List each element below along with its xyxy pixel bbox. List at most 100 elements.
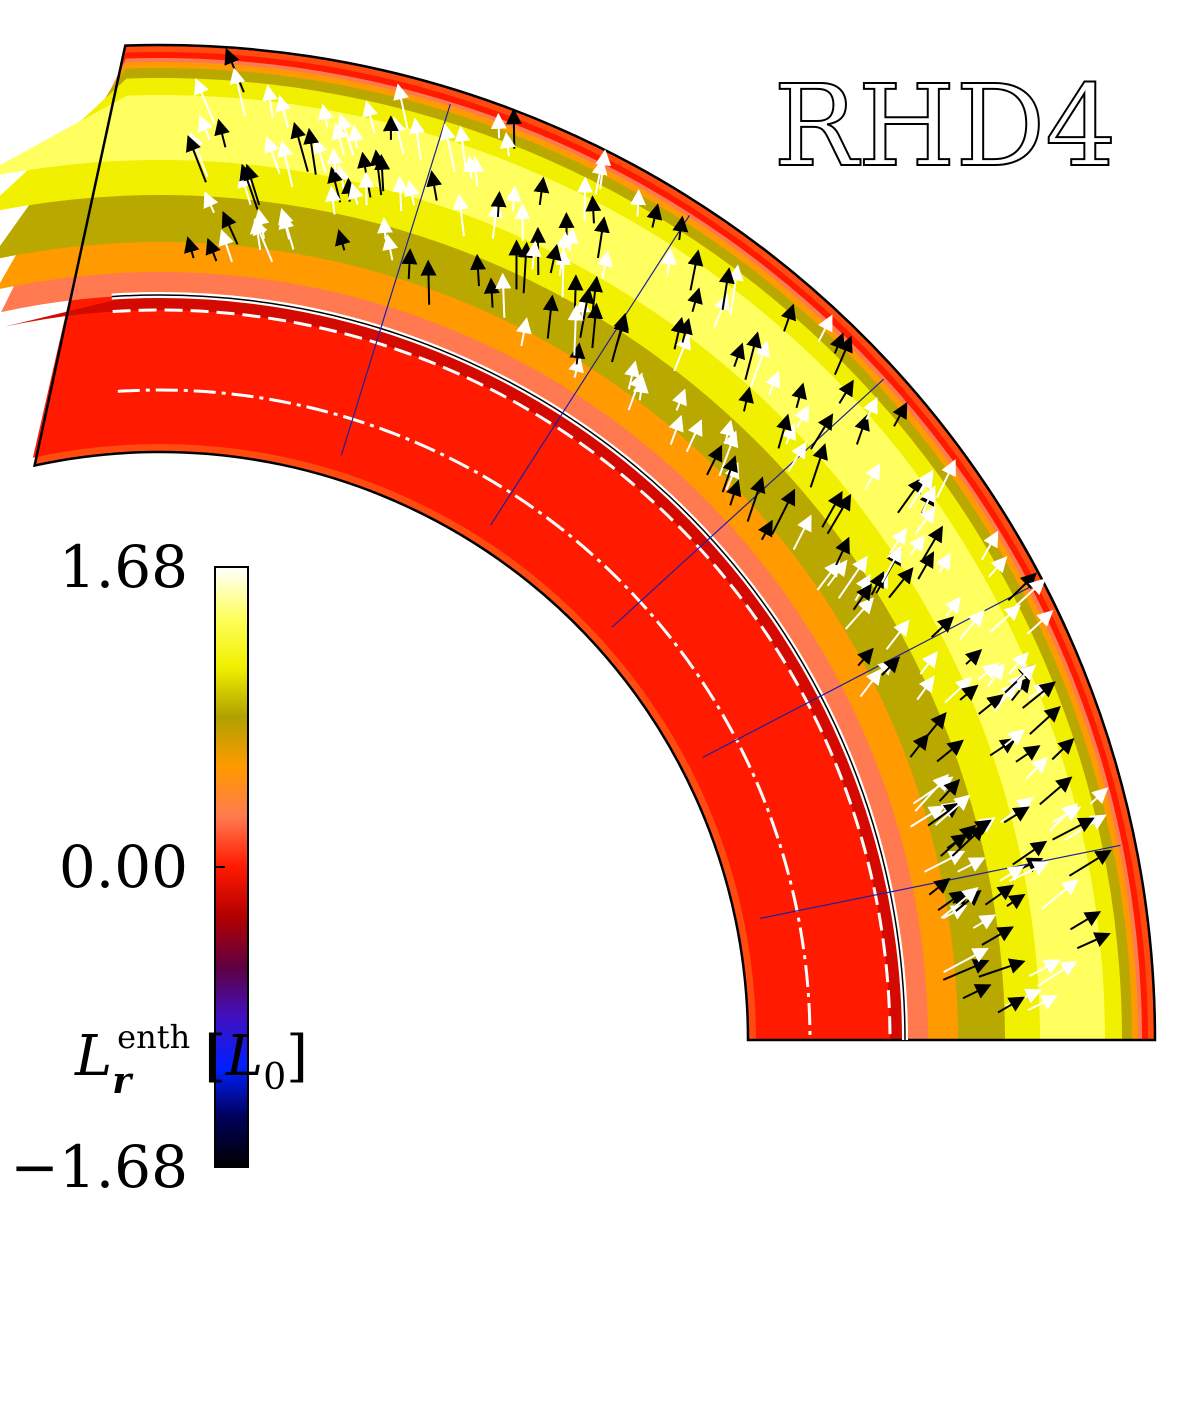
velocity-arrow — [718, 430, 739, 477]
velocity-arrow — [857, 647, 874, 667]
velocity-arrow — [1041, 879, 1079, 910]
velocity-arrow — [999, 865, 1025, 882]
velocity-arrow — [505, 185, 522, 212]
velocity-arrow — [744, 331, 762, 380]
velocity-arrow — [505, 108, 522, 149]
velocity-arrow — [1003, 806, 1030, 824]
colorbar-tick-label: 1.68 — [59, 533, 188, 601]
velocity-arrow — [374, 153, 391, 192]
velocity-arrow — [587, 302, 604, 349]
velocity-arrow — [1012, 578, 1046, 610]
velocity-arrow — [499, 131, 516, 157]
radial-line — [340, 103, 451, 456]
velocity-arrow — [944, 596, 961, 617]
velocity-arrow — [826, 493, 852, 535]
velocity-arrow — [936, 739, 964, 763]
velocity-arrows — [184, 47, 1112, 1014]
velocity-arrow — [1016, 664, 1037, 683]
velocity-arrow — [765, 370, 781, 396]
velocity-arrow — [632, 376, 649, 401]
velocity-arrow — [727, 264, 744, 316]
velocity-arrow — [892, 401, 908, 427]
velocity-arrow — [587, 275, 603, 314]
velocity-arrow — [1027, 995, 1058, 1011]
boundary-line — [111, 294, 906, 1041]
velocity-arrow — [409, 117, 425, 160]
velocity-arrow — [331, 123, 348, 155]
velocity-arrow — [854, 414, 870, 445]
velocity-arrow — [829, 332, 845, 354]
colorbar-tick-label: −1.68 — [10, 1133, 188, 1201]
velocity-arrow — [833, 335, 853, 376]
velocity-arrow — [951, 824, 986, 857]
velocity-arrow — [924, 850, 966, 873]
velocity-arrow — [660, 248, 677, 276]
velocity-arrow — [916, 675, 935, 701]
velocity-arrow — [914, 506, 936, 535]
velocity-arrow — [404, 179, 420, 206]
velocity-arrow — [934, 794, 971, 826]
velocity-arrow — [852, 583, 872, 611]
velocity-arrow — [909, 805, 946, 828]
velocity-arrow — [780, 303, 797, 332]
velocity-arrow — [594, 216, 610, 259]
velocity-arrow — [253, 208, 270, 240]
velocity-arrow — [382, 233, 399, 261]
velocity-arrow — [337, 113, 355, 156]
velocity-arrow — [750, 340, 770, 387]
velocity-arrow — [495, 272, 512, 318]
velocity-arrow — [909, 733, 929, 758]
velocity-arrow — [577, 176, 594, 221]
velocity-arrow — [826, 559, 848, 587]
velocity-arrow — [569, 342, 586, 365]
domain-outline — [32, 43, 1157, 1042]
velocity-arrow — [347, 124, 364, 149]
velocity-arrow — [981, 530, 999, 561]
velocity-arrow — [490, 112, 507, 139]
velocity-arrow — [401, 248, 418, 280]
velocity-arrow — [729, 342, 746, 368]
velocity-arrow — [821, 490, 843, 528]
velocity-arrow — [738, 386, 754, 412]
velocity-arrow — [214, 118, 230, 148]
velocity-arrow — [426, 170, 443, 201]
velocity-arrow — [462, 155, 479, 179]
velocity-arrow — [1015, 745, 1041, 763]
velocity-arrow — [864, 463, 881, 490]
velocity-arrow — [746, 476, 766, 522]
velocity-arrow — [978, 958, 1026, 978]
velocity-arrow — [1068, 849, 1112, 877]
velocity-arrow — [942, 905, 968, 920]
velocity-arrow — [1006, 893, 1026, 910]
velocity-arrow — [869, 571, 885, 596]
velocity-arrow — [1025, 756, 1049, 780]
velocity-arrow — [776, 413, 792, 449]
velocity-arrow — [1069, 911, 1102, 931]
velocity-arrow — [978, 694, 1004, 715]
velocity-arrow — [938, 778, 961, 802]
velocity-arrow — [944, 677, 973, 704]
velocity-arrow — [946, 833, 969, 850]
velocity-arrow — [585, 195, 602, 224]
velocity-arrow — [838, 379, 854, 404]
velocity-arrow — [533, 176, 550, 206]
velocity-arrow — [205, 237, 221, 262]
colorbar-label: Lrenth [L0] — [74, 1018, 308, 1102]
velocity-arrow — [936, 459, 956, 499]
velocity-arrow — [184, 236, 200, 259]
velocity-arrow — [672, 215, 689, 241]
velocity-arrow — [959, 684, 979, 701]
velocity-arrow — [392, 175, 409, 212]
velocity-arrow — [687, 287, 703, 313]
velocity-arrow — [525, 240, 542, 270]
velocity-arrow — [275, 94, 292, 129]
velocity-arrow — [470, 253, 486, 287]
velocity-arrow — [194, 77, 216, 124]
velocity-arrow — [721, 455, 738, 493]
velocity-arrow — [984, 884, 1015, 906]
velocity-arrow — [988, 556, 1008, 578]
velocity-arrow — [630, 188, 647, 217]
velocity-arrow — [844, 597, 875, 630]
velocity-arrow — [264, 136, 281, 174]
